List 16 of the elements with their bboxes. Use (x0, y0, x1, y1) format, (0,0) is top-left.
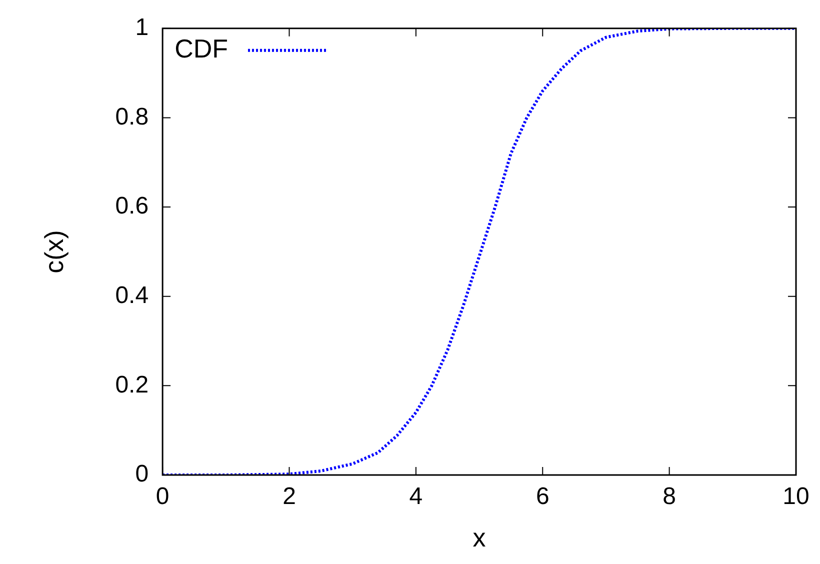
x-tick-label: 10 (782, 483, 810, 510)
x-tick-label: 4 (409, 483, 423, 510)
line-series (162, 28, 796, 475)
x-tick-label: 6 (536, 483, 550, 510)
y-tick-label: 1 (135, 14, 149, 42)
y-tick-label: 0.4 (115, 282, 149, 309)
x-tick-label: 0 (156, 483, 170, 510)
y-axis-title: c(x) (38, 230, 69, 274)
y-tick-label: 0.6 (115, 192, 149, 220)
x-axis-title: x (472, 522, 486, 553)
y-tick-label: 0.8 (115, 103, 149, 130)
y-tick-label: 0 (135, 460, 149, 488)
y-tick-label: 0.2 (115, 371, 149, 398)
x-tick-label: 2 (282, 483, 296, 510)
text: CDF (174, 34, 228, 64)
x-tick-label: 8 (662, 483, 676, 510)
